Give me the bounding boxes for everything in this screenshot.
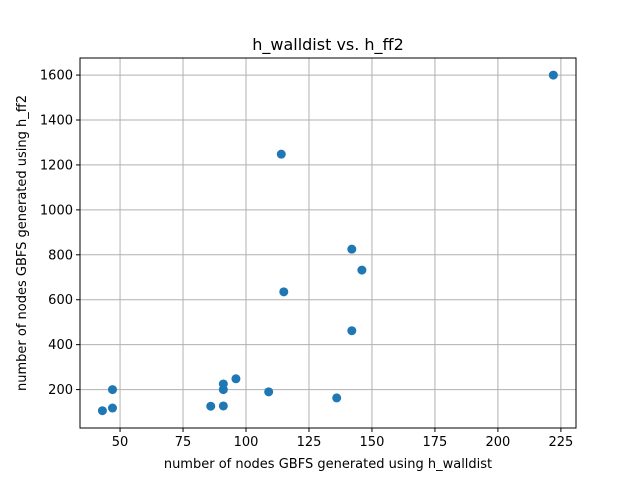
x-tick-label: 175 [423,435,448,450]
data-point [107,385,117,395]
x-tick-label: 225 [548,435,573,450]
x-tick-label: 50 [112,435,129,450]
data-point [206,401,216,411]
axis-ticks: 50 75 100 125 150 175 200 225 200 400 600 800 1000 12… [40,69,573,450]
y-tick-label: 1200 [40,158,73,173]
chart-title: h_walldist vs. h_ff2 [252,35,404,55]
data-point [279,287,289,297]
data-point [97,406,107,416]
x-tick-label: 100 [234,435,259,450]
y-axis-label: number of nodes GBFS generated using h_f… [15,95,30,391]
y-tick-label: 1000 [40,203,73,218]
data-point [347,326,357,336]
data-point [231,374,241,384]
data-point [107,403,117,413]
y-tick-label: 200 [48,383,73,398]
data-point [347,244,357,254]
data-point [218,401,228,411]
plot-frame [79,57,577,429]
x-tick-label: 200 [485,435,510,450]
grid-lines [80,58,576,428]
x-tick-label: 150 [360,435,385,450]
data-points [97,70,558,416]
y-tick-label: 800 [48,248,73,263]
x-tick-label: 125 [297,435,322,450]
data-point [357,265,367,275]
y-tick-label: 1400 [40,114,73,129]
x-tick-label: 75 [175,435,192,450]
y-tick-label: 600 [48,293,73,308]
x-axis-label: number of nodes GBFS generated using h_w… [164,457,492,472]
data-point [548,70,558,80]
data-point [276,149,286,159]
data-point [264,387,274,397]
y-tick-label: 1600 [40,69,73,84]
data-point [332,393,342,403]
y-tick-label: 400 [48,338,73,353]
data-point [218,379,228,389]
